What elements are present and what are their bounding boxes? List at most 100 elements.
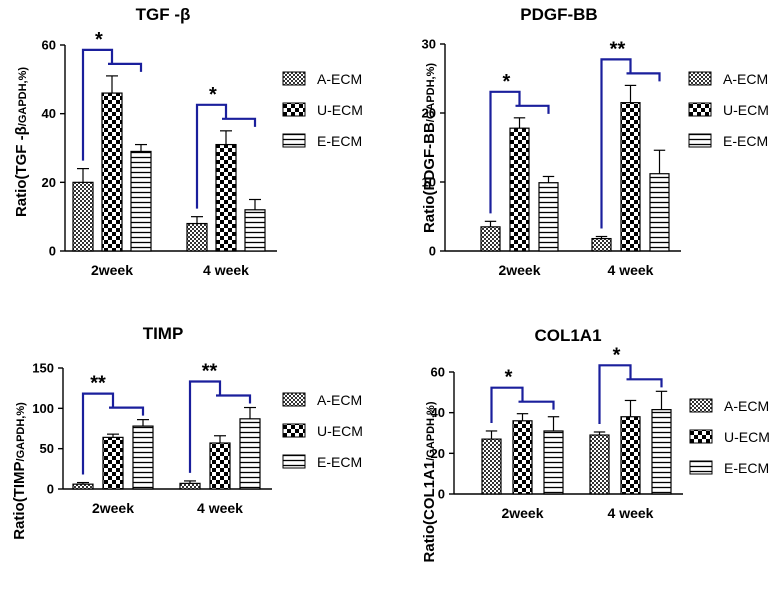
bar-u-ecm: [509, 127, 530, 252]
significance-star: **: [90, 373, 106, 395]
legend-swatch-u-ecm: [282, 102, 306, 117]
legend: A-ECM U-ECM E-ECM: [689, 398, 770, 476]
legend-swatch-u-ecm: [688, 102, 712, 117]
panel-timp: TIMP Ratio(TIMP/GAPDH,%) 0 50 100 150 2week 4…: [11, 324, 363, 540]
legend-swatch-e-ecm: [282, 133, 306, 148]
legend-swatch-u-ecm: [689, 429, 713, 444]
y-tick-label: 0: [438, 487, 445, 502]
bar-a-ecm: [589, 434, 610, 495]
bar-e-ecm: [130, 150, 152, 252]
bar-a-ecm: [72, 483, 94, 490]
significance-star: *: [95, 29, 103, 51]
bar-u-ecm: [101, 92, 123, 252]
bar-a-ecm: [186, 222, 208, 252]
bar-e-ecm: [538, 182, 559, 252]
significance-bracket-secondary: [626, 72, 661, 82]
chart-title: TIMP: [143, 324, 184, 343]
y-tick-label: 50: [40, 441, 54, 456]
plot-area: 0 20 40 60 2week 4 week * *: [431, 344, 683, 521]
y-tick-label: 100: [32, 401, 54, 416]
bar-e-ecm: [651, 409, 672, 495]
panel-pdgf-bb: PDGF-BB Ratio(PDGF-BB/GAPDH,%) 0 10 20 30 2w…: [421, 5, 769, 278]
legend-label-e-ecm: E-ECM: [317, 133, 362, 149]
bar-u-ecm: [620, 102, 641, 252]
significance-star: *: [209, 84, 217, 106]
legend-label-e-ecm: E-ECM: [317, 454, 362, 470]
significance-bracket-secondary: [626, 378, 663, 388]
y-tick-label: 10: [422, 175, 436, 190]
bar-e-ecm: [649, 173, 670, 252]
x-tick-label: 2week: [92, 500, 134, 516]
y-axis-label: Ratio(TGF -β/GAPDH,%): [13, 67, 30, 217]
bar-e-ecm: [543, 430, 564, 495]
legend-label-u-ecm: U-ECM: [317, 102, 363, 118]
legend-swatch-a-ecm: [688, 71, 712, 86]
panel-col1a1: COL1A1 Ratio(COL1A1/GAPDH,%) 0 20 40 60 2wee…: [421, 326, 770, 562]
legend: A-ECM U-ECM E-ECM: [282, 392, 363, 470]
legend-swatch-a-ecm: [689, 398, 713, 413]
x-tick-label: 2week: [501, 505, 543, 521]
x-tick-label: 2week: [498, 262, 540, 278]
y-axis-label: Ratio(TIMP/GAPDH,%): [11, 402, 28, 540]
legend-label-u-ecm: U-ECM: [723, 102, 769, 118]
chart-title: TGF -β: [136, 5, 191, 24]
plot-area: 0 20 40 60 2week 4 week * *: [42, 29, 277, 278]
significance-star: *: [613, 344, 621, 366]
bar-e-ecm: [239, 418, 261, 490]
x-tick-label: 4 week: [203, 262, 249, 278]
significance-bracket: [489, 90, 521, 214]
y-axis-label: Ratio(COL1A1/GAPDH,%): [421, 401, 438, 562]
significance-bracket-secondary: [515, 104, 550, 114]
significance-bracket: [600, 58, 632, 229]
bar-e-ecm: [244, 209, 266, 252]
x-tick-label: 4 week: [197, 500, 243, 516]
y-tick-label: 60: [42, 38, 56, 53]
significance-star: *: [503, 71, 511, 93]
significance-bracket: [490, 386, 524, 423]
significance-bracket-secondary: [518, 400, 555, 410]
bar-a-ecm: [591, 237, 612, 252]
y-tick-label: 20: [422, 106, 436, 121]
x-tick-label: 4 week: [608, 262, 654, 278]
y-tick-label: 30: [422, 37, 436, 52]
chart-title: PDGF-BB: [520, 5, 597, 24]
significance-bracket-secondary: [109, 406, 145, 416]
bar-u-ecm: [620, 416, 641, 495]
chart-title: COL1A1: [534, 326, 601, 345]
legend-swatch-a-ecm: [282, 71, 306, 86]
bar-u-ecm: [102, 436, 124, 490]
significance-star: **: [610, 38, 626, 60]
legend-swatch-e-ecm: [688, 133, 712, 148]
significance-bracket: [81, 392, 115, 475]
y-tick-label: 20: [431, 446, 445, 461]
significance-star: *: [505, 367, 513, 389]
legend-label-a-ecm: A-ECM: [317, 392, 362, 408]
bar-a-ecm: [179, 482, 201, 490]
significance-bracket-secondary: [222, 117, 257, 127]
bar-u-ecm: [209, 442, 231, 490]
y-tick-label: 0: [49, 244, 56, 259]
legend: A-ECM U-ECM E-ECM: [282, 71, 363, 149]
legend-label-a-ecm: A-ECM: [723, 71, 768, 87]
significance-bracket: [195, 103, 228, 209]
y-tick-label: 40: [431, 405, 445, 420]
x-tick-label: 4 week: [608, 505, 654, 521]
bar-a-ecm: [72, 181, 94, 252]
legend-swatch-u-ecm: [282, 423, 306, 438]
legend-swatch-e-ecm: [689, 460, 713, 475]
y-tick-label: 150: [32, 361, 54, 376]
legend-label-a-ecm: A-ECM: [724, 398, 769, 414]
legend-label-u-ecm: U-ECM: [724, 429, 770, 445]
legend-label-u-ecm: U-ECM: [317, 423, 363, 439]
y-tick-label: 40: [42, 106, 56, 121]
y-tick-label: 0: [429, 244, 436, 259]
y-tick-label: 20: [42, 175, 56, 190]
bar-a-ecm: [481, 438, 502, 495]
legend-label-e-ecm: E-ECM: [723, 133, 768, 149]
significance-bracket: [598, 364, 632, 424]
x-tick-label: 2week: [91, 262, 133, 278]
legend-swatch-e-ecm: [282, 454, 306, 469]
legend-label-e-ecm: E-ECM: [724, 460, 769, 476]
